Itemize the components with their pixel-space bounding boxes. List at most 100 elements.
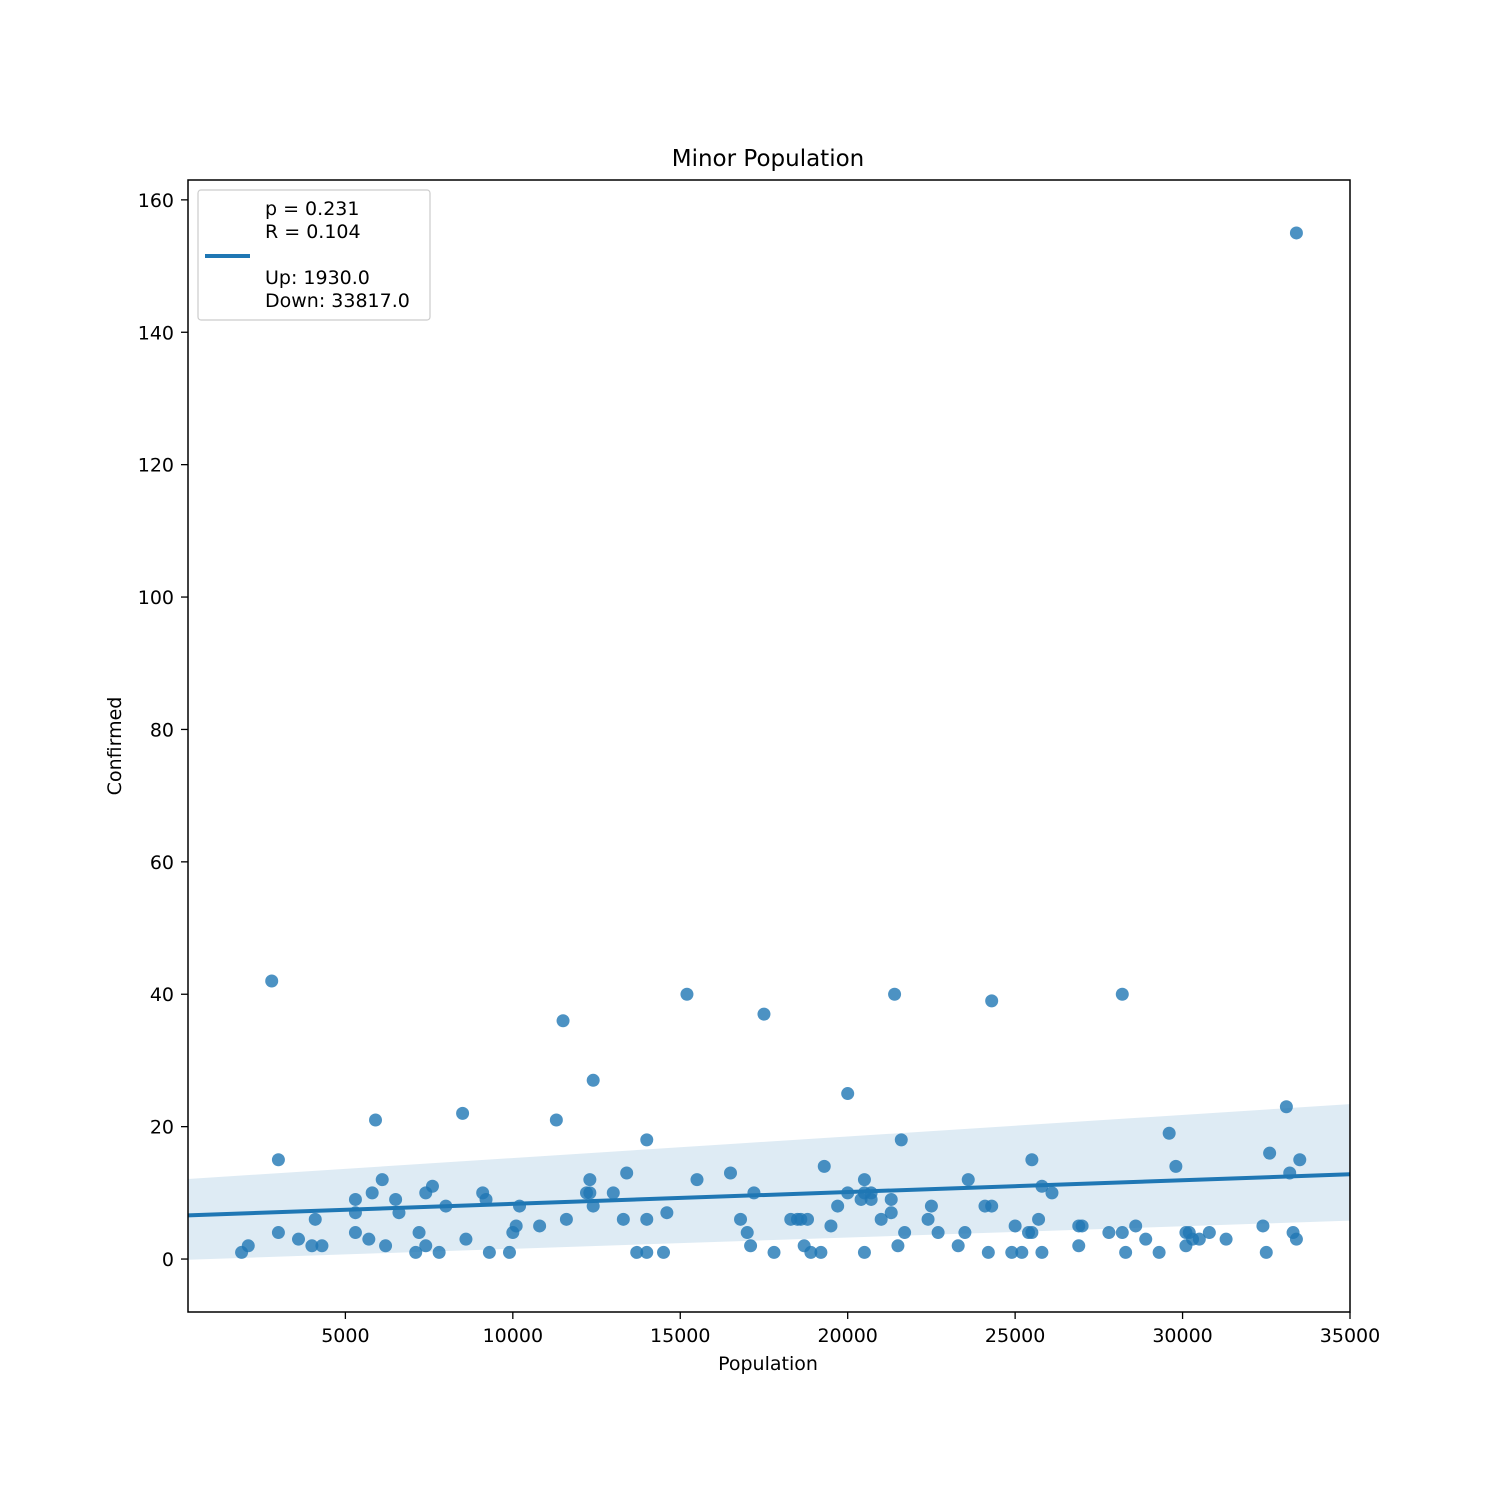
data-point [503, 1246, 516, 1259]
data-point [459, 1233, 472, 1246]
data-point [389, 1193, 402, 1206]
data-point [433, 1246, 446, 1259]
x-tick-label: 15000 [650, 1325, 710, 1347]
data-point [1129, 1219, 1142, 1232]
data-point [1290, 226, 1303, 239]
data-point [891, 1239, 904, 1252]
x-tick-label: 5000 [321, 1325, 369, 1347]
data-point [744, 1239, 757, 1252]
data-point [925, 1200, 938, 1213]
data-point [1280, 1100, 1293, 1113]
data-point [272, 1226, 285, 1239]
data-point [607, 1186, 620, 1199]
data-point [1015, 1246, 1028, 1259]
data-point [419, 1239, 432, 1252]
data-point [557, 1014, 570, 1027]
data-point [962, 1173, 975, 1186]
legend-up-value: Up: 1930.0 [265, 267, 370, 289]
data-point [349, 1193, 362, 1206]
data-point [640, 1133, 653, 1146]
data-point [1032, 1213, 1045, 1226]
data-point [1139, 1233, 1152, 1246]
data-point [824, 1219, 837, 1232]
y-tick-label: 60 [150, 852, 174, 874]
legend-r-value: R = 0.104 [265, 221, 361, 243]
data-point [640, 1213, 653, 1226]
y-tick-label: 100 [138, 587, 174, 609]
data-point [483, 1246, 496, 1259]
y-tick-label: 140 [138, 322, 174, 344]
data-point [1076, 1219, 1089, 1232]
x-tick-label: 20000 [817, 1325, 877, 1347]
data-point [1169, 1160, 1182, 1173]
data-point [640, 1246, 653, 1259]
data-point [898, 1226, 911, 1239]
data-point [888, 988, 901, 1001]
data-point [587, 1074, 600, 1087]
data-point [801, 1213, 814, 1226]
x-tick-label: 35000 [1320, 1325, 1380, 1347]
data-point [1072, 1239, 1085, 1252]
data-point [583, 1173, 596, 1186]
y-tick-label: 40 [150, 984, 174, 1006]
data-point [1009, 1219, 1022, 1232]
data-point [1293, 1153, 1306, 1166]
data-point [1260, 1246, 1273, 1259]
data-point [1116, 1226, 1129, 1239]
data-point [858, 1246, 871, 1259]
data-point [272, 1153, 285, 1166]
data-point [985, 994, 998, 1007]
data-point [1290, 1233, 1303, 1246]
data-point [895, 1133, 908, 1146]
data-point [379, 1239, 392, 1252]
data-point [533, 1219, 546, 1232]
data-point [818, 1160, 831, 1173]
y-tick-label: 120 [138, 455, 174, 477]
data-point [922, 1213, 935, 1226]
data-point [1203, 1226, 1216, 1239]
legend: p = 0.231 R = 0.104 Up: 1930.0 Down: 338… [198, 190, 430, 320]
data-point [456, 1107, 469, 1120]
data-point [620, 1166, 633, 1179]
data-point [1116, 988, 1129, 1001]
data-point [831, 1200, 844, 1213]
data-point [369, 1114, 382, 1127]
data-point [885, 1193, 898, 1206]
y-tick-label: 0 [162, 1249, 174, 1271]
data-point [724, 1166, 737, 1179]
data-point [885, 1206, 898, 1219]
data-point [932, 1226, 945, 1239]
data-point [657, 1246, 670, 1259]
data-point [768, 1246, 781, 1259]
data-point [1045, 1186, 1058, 1199]
data-point [292, 1233, 305, 1246]
x-tick-label: 10000 [483, 1325, 543, 1347]
data-point [741, 1226, 754, 1239]
data-point [362, 1233, 375, 1246]
data-point [1263, 1147, 1276, 1160]
x-axis-label: Population [718, 1353, 818, 1375]
data-point [1256, 1219, 1269, 1232]
data-point [242, 1239, 255, 1252]
chart-title: Minor Population [672, 146, 865, 172]
data-point [841, 1087, 854, 1100]
data-point [952, 1239, 965, 1252]
y-tick-label: 20 [150, 1117, 174, 1139]
data-point [560, 1213, 573, 1226]
data-point [426, 1180, 439, 1193]
data-point [376, 1173, 389, 1186]
data-point [1153, 1246, 1166, 1259]
data-point [1025, 1226, 1038, 1239]
data-point [510, 1219, 523, 1232]
data-point [814, 1246, 827, 1259]
data-point [1163, 1127, 1176, 1140]
data-point [982, 1246, 995, 1259]
data-point [680, 988, 693, 1001]
data-point [958, 1226, 971, 1239]
data-point [691, 1173, 704, 1186]
data-point [1119, 1246, 1132, 1259]
data-point [1035, 1246, 1048, 1259]
legend-down-value: Down: 33817.0 [265, 290, 410, 312]
data-point [858, 1173, 871, 1186]
